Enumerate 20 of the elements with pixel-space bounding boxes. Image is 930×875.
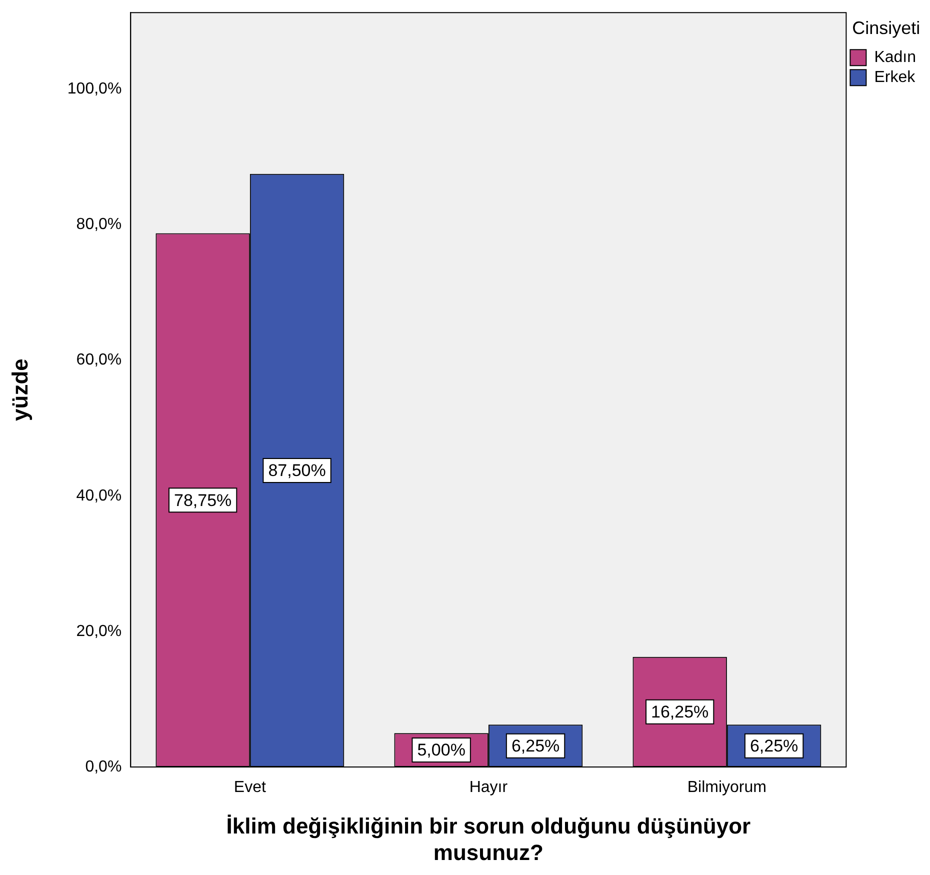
data-label: 6,25% — [750, 736, 798, 756]
x-tick-label: Hayır — [469, 779, 508, 796]
legend-title: Cinsiyeti — [852, 18, 920, 38]
legend-label: Erkek — [874, 69, 916, 86]
data-label: 78,75% — [174, 490, 232, 510]
y-tick-label: 20,0% — [76, 622, 122, 640]
data-label: 6,25% — [511, 736, 560, 756]
y-tick-label: 0,0% — [85, 758, 122, 776]
y-tick-label: 60,0% — [76, 352, 122, 369]
data-label: 5,00% — [417, 740, 466, 760]
x-tick-label: Bilmiyorum — [687, 779, 766, 796]
x-tick-label: Evet — [234, 779, 266, 796]
y-tick-label: 80,0% — [76, 216, 122, 234]
x-axis-title: İklim değişikliğinin bir sorun olduğunu düşünüyor musunuz? — [226, 813, 752, 865]
legend-label: Kadın — [874, 49, 916, 66]
data-label: 87,50% — [268, 461, 326, 480]
y-axis-title: yüzde — [7, 358, 32, 421]
y-tick-label: 100,0% — [67, 80, 122, 98]
data-label: 16,25% — [650, 702, 709, 722]
y-tick-label: 40,0% — [76, 487, 122, 504]
